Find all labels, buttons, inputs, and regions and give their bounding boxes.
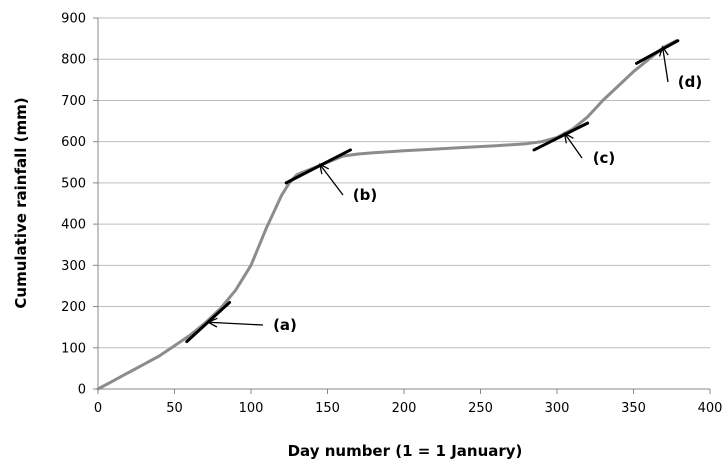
x-tick-label: 250: [468, 401, 493, 416]
pointer-arrow-1: [208, 321, 264, 326]
series-layer: [96, 39, 678, 391]
y-tick-label: 500: [61, 176, 86, 191]
y-tick-label: 600: [61, 135, 86, 150]
x-tick-label: 50: [166, 401, 183, 416]
pointer-arrow-2: [319, 163, 344, 196]
y-axis-title: Cumulative rainfall (mm): [12, 97, 30, 308]
x-tick-label: 150: [315, 401, 340, 416]
tangent-line-2: [284, 148, 352, 185]
x-tick-label: 100: [239, 401, 264, 416]
pointer-arrow-4: [661, 46, 669, 83]
pointer-arrowhead-3: [563, 132, 574, 144]
tangent-line-4: [635, 39, 680, 65]
y-tick-label: 700: [61, 94, 86, 109]
tangent-layer: (a) (b) (c) (d): [185, 39, 702, 344]
y-tick-label: 100: [61, 341, 86, 356]
y-tick-label: 900: [61, 12, 86, 27]
pointer-arrowhead-4: [658, 45, 669, 57]
series-line-0: [96, 39, 678, 391]
tangent-label-1: (a): [273, 316, 297, 334]
tangent-line-3: [532, 121, 590, 152]
x-axis-title: Day number (1 = 1 January): [288, 442, 523, 460]
y-tick-labels: 0 100 200 300 400 500 600 700 800 900: [61, 12, 86, 398]
x-tick-label: 300: [545, 401, 570, 416]
tangent-label-2: (b): [353, 186, 377, 204]
tangent-label-4: (d): [678, 73, 702, 91]
x-tick-label: 0: [94, 401, 102, 416]
x-tick-label: 400: [698, 401, 723, 416]
gridlines: [98, 17, 710, 349]
x-tick-label: 350: [621, 401, 646, 416]
pointer-arrow-3: [564, 133, 583, 159]
y-tick-label: 0: [78, 383, 86, 398]
y-tick-label: 300: [61, 259, 86, 274]
x-tick-label: 200: [392, 401, 417, 416]
pointer-arrowhead-2: [319, 163, 330, 175]
y-tick-label: 200: [61, 300, 86, 315]
y-tick-label: 800: [61, 53, 86, 68]
tangent-label-3: (c): [593, 149, 616, 167]
pointer-arrowhead-1: [206, 317, 218, 328]
y-tick-label: 400: [61, 218, 86, 233]
x-tick-labels: 0 50 100 150 200 250 300 350 400: [94, 401, 723, 416]
